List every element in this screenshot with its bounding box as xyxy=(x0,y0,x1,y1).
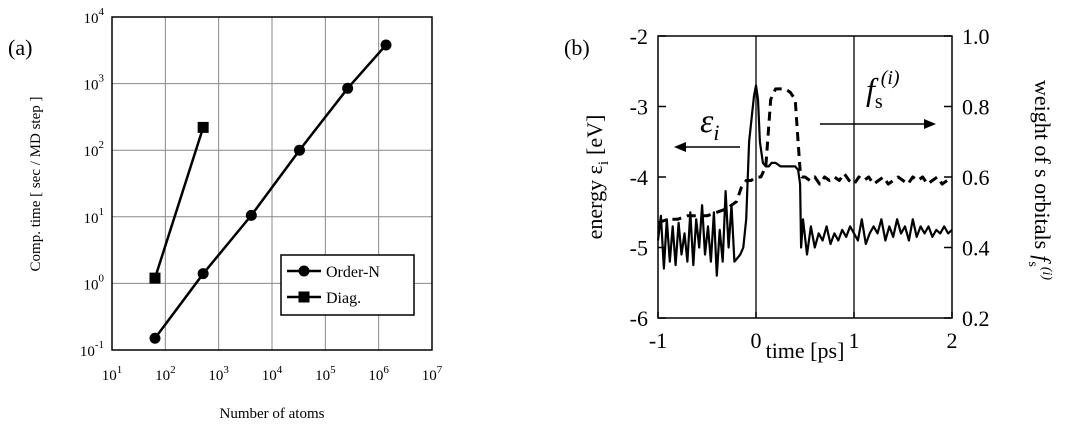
panel-b: (b) -1 0 1 2 -2 -3 -4 -5 -6 1.0 0.8 0.6 0.4 0.2 tim… xyxy=(564,24,1055,363)
panel-a-x-axis-label: Number of atoms xyxy=(220,406,325,422)
x-tick-label: 101 xyxy=(102,364,123,384)
data-point-Order-N xyxy=(342,82,354,94)
panel-a-y-ticks: 10-1 100 101 102 103 104 xyxy=(80,6,105,360)
left-y-tick-label: -2 xyxy=(630,24,648,49)
panel-b-x-axis-label: time [ps] xyxy=(766,338,845,363)
annotation-right-arrow-label: fs(i) xyxy=(866,67,900,113)
panel-b-right-y-axis-label: weight of s orbitalsfs(i) xyxy=(1025,80,1055,280)
x-tick-label: 105 xyxy=(315,364,336,384)
panel-a: (a) 101 102 103 104 105 106 107 10-11001011021… xyxy=(8,6,443,422)
panel-b-vertical-lines xyxy=(755,36,855,318)
panel-a-label: (a) xyxy=(8,35,32,60)
data-point-Order-N xyxy=(149,332,161,344)
y-tick-label: 10-1 xyxy=(80,339,104,360)
panel-a-legend: Order-N Diag. xyxy=(280,254,415,316)
y-tick-label: 102 xyxy=(84,139,105,160)
panel-b-series xyxy=(656,84,953,277)
data-point-Order-N xyxy=(245,209,257,221)
left-y-tick-label: -6 xyxy=(630,306,648,331)
series-line-Order-N xyxy=(153,44,387,340)
panel-a-grid xyxy=(112,17,432,350)
legend-order-n-label: Order-N xyxy=(326,264,380,281)
x-tick-label: -1 xyxy=(649,328,667,353)
annotation-right-arrowhead xyxy=(924,119,936,129)
x-tick-label: 102 xyxy=(155,364,176,384)
legend-box xyxy=(280,254,415,316)
left-y-tick-label: -5 xyxy=(630,236,648,261)
panel-a-series xyxy=(149,39,392,344)
x-tick-label: 1 xyxy=(849,328,860,353)
panel-b-left-y-axis-label: energy εi[eV] xyxy=(582,115,612,240)
y-tick-label: 103 xyxy=(84,73,105,94)
panel-b-right-y-ticks: 1.0 0.8 0.6 0.4 0.2 xyxy=(944,24,990,331)
panel-b-x-ticks: -1 0 1 2 xyxy=(649,312,958,353)
left-y-tick-label: -4 xyxy=(630,165,648,190)
series-line-Diag. xyxy=(153,127,205,279)
x-tick-label: 2 xyxy=(947,328,958,353)
x-tick-label: 103 xyxy=(208,364,229,384)
x-tick-label: 0 xyxy=(751,328,762,353)
right-y-tick-label: 0.8 xyxy=(962,95,990,120)
x-tick-label: 107 xyxy=(422,364,443,384)
data-point-Order-N xyxy=(380,39,392,51)
annotation-left-arrowhead xyxy=(674,142,686,152)
right-y-tick-label: 0.2 xyxy=(962,306,990,331)
panel-a-y-axis-label: Comp. time [ sec / MD step ] xyxy=(28,97,44,272)
data-point-Order-N xyxy=(197,268,209,280)
y-tick-label: 101 xyxy=(84,206,105,227)
annotation-left-arrow-label: εi xyxy=(700,103,720,145)
y-tick-label: 104 xyxy=(84,6,105,27)
right-y-tick-label: 1.0 xyxy=(962,24,990,49)
legend-diag-label: Diag. xyxy=(326,290,361,307)
panel-a-frame xyxy=(111,16,433,351)
panel-b-label: (b) xyxy=(564,35,590,60)
x-tick-label: 104 xyxy=(262,364,283,384)
panel-a-x-ticks: 101 102 103 104 105 106 107 xyxy=(102,364,443,384)
y-tick-label: 100 xyxy=(84,272,105,293)
data-point-Diag. xyxy=(149,272,161,284)
legend-order-n-marker xyxy=(298,265,310,277)
x-tick-label: 106 xyxy=(368,364,389,384)
weight-series-line xyxy=(657,87,953,225)
data-point-Diag. xyxy=(197,121,209,133)
left-y-tick-label: -3 xyxy=(630,95,648,120)
legend-diag-marker xyxy=(298,291,310,303)
data-point-Order-N xyxy=(293,144,305,156)
energy-series-line xyxy=(656,84,953,277)
panel-b-left-y-ticks: -2 -3 -4 -5 -6 xyxy=(630,24,666,331)
right-y-tick-label: 0.4 xyxy=(962,236,990,261)
right-y-tick-label: 0.6 xyxy=(962,165,990,190)
